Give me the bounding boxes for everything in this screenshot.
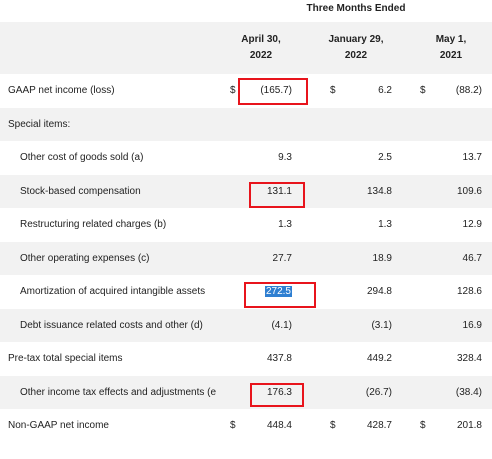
row-label: Restructuring related charges (b) xyxy=(20,219,167,231)
highlight-box-sbc-april xyxy=(249,182,305,208)
cell-january-2022[interactable]: (3.1) xyxy=(371,319,392,331)
financial-table: April 30, 2022 January 29, 2022 May 1, 2021… xyxy=(0,22,492,443)
table-row-tax-effects: Other income tax effects and adjustments… xyxy=(0,375,492,409)
row-label: Other cost of goods sold (a) xyxy=(20,152,144,164)
table-row-gaap-net-income: GAAP net income (loss) $ (165.7) $ 6.2 $… xyxy=(0,74,492,108)
cell-may-2021[interactable]: 328.4 xyxy=(456,353,482,365)
row-label: Amortization of acquired intangible asse… xyxy=(20,286,206,298)
currency-symbol: $ xyxy=(230,85,236,97)
cell-april-2022[interactable]: $ 448.4 xyxy=(230,420,292,432)
cell-april-2022[interactable]: 272.5 xyxy=(230,275,292,309)
cell-may-2021[interactable]: (38.4) xyxy=(455,386,482,398)
column-header-row: April 30, 2022 January 29, 2022 May 1, 2021 xyxy=(0,22,492,74)
cell-april-2022[interactable]: 27.7 xyxy=(272,252,292,264)
row-label: Stock-based compensation xyxy=(20,185,141,197)
period-header: Three Months Ended xyxy=(306,3,406,14)
cell-january-2022[interactable]: 449.2 xyxy=(366,353,392,365)
currency-symbol: $ xyxy=(230,420,236,432)
currency-symbol: $ xyxy=(330,85,336,97)
cell-april-2022[interactable]: 176.3 xyxy=(266,386,292,398)
row-label: Debt issuance related costs and other (d… xyxy=(20,319,203,331)
cell-april-2022[interactable]: 437.8 xyxy=(266,353,292,365)
currency-symbol: $ xyxy=(420,85,426,97)
cell-may-2021[interactable]: 128.6 xyxy=(456,286,482,298)
cell-january-2022[interactable]: (26.7) xyxy=(365,386,392,398)
table-row-non-gaap-net-income: Non-GAAP net income $ 448.4 $ 428.7 $ 20… xyxy=(0,409,492,443)
column-header-may-2021: May 1, 2021 xyxy=(435,34,467,61)
column-header-january-2022: January 29, 2022 xyxy=(328,34,384,61)
cell-april-2022[interactable]: 131.1 xyxy=(266,185,292,197)
cell-april-2022[interactable]: 9.3 xyxy=(278,152,292,164)
currency-symbol: $ xyxy=(420,420,426,432)
cell-april-2022[interactable]: $ (165.7) xyxy=(230,85,292,97)
table-row-special-items: Special items: xyxy=(0,107,492,141)
selected-cell-text[interactable]: 272.5 xyxy=(264,286,292,298)
table-row-restructuring: Restructuring related charges (b) 1.3 1.… xyxy=(0,208,492,242)
table-row-pretax-total: Pre-tax total special items 437.8 449.2 … xyxy=(0,342,492,376)
cell-january-2022[interactable]: 18.9 xyxy=(372,252,392,264)
highlight-box-tax-effects-april xyxy=(250,383,304,407)
highlight-box-gaap-april xyxy=(238,78,308,105)
cell-may-2021[interactable]: 109.6 xyxy=(456,185,482,197)
cell-april-2022[interactable]: 1.3 xyxy=(278,219,292,231)
currency-symbol: $ xyxy=(330,420,336,432)
highlight-box-amortization-april xyxy=(244,282,316,308)
cell-january-2022[interactable]: $ 428.7 xyxy=(330,420,392,432)
cell-january-2022[interactable]: 134.8 xyxy=(366,185,392,197)
cell-january-2022[interactable]: 2.5 xyxy=(378,152,392,164)
row-label: Other operating expenses (c) xyxy=(20,252,150,264)
table-row-other-operating-expenses: Other operating expenses (c) 27.7 18.9 4… xyxy=(0,241,492,275)
cell-january-2022[interactable]: $ 6.2 xyxy=(330,85,392,97)
table-row-amortization: Amortization of acquired intangible asse… xyxy=(0,275,492,309)
row-label: GAAP net income (loss) xyxy=(8,85,115,97)
table-row-stock-based-compensation: Stock-based compensation 131.1 134.8 109… xyxy=(0,174,492,208)
column-header-april-2022: April 30, 2022 xyxy=(241,34,281,61)
cell-may-2021[interactable]: 46.7 xyxy=(462,252,482,264)
row-label: Special items: xyxy=(8,118,71,130)
row-label: Pre-tax total special items xyxy=(8,353,123,365)
table-row-other-cogs: Other cost of goods sold (a) 9.3 2.5 13.… xyxy=(0,141,492,175)
row-label: Other income tax effects and adjustments… xyxy=(20,386,217,398)
cell-may-2021[interactable]: 13.7 xyxy=(462,152,482,164)
cell-january-2022[interactable]: 1.3 xyxy=(378,219,392,231)
table-row-debt-issuance: Debt issuance related costs and other (d… xyxy=(0,308,492,342)
cell-may-2021[interactable]: 16.9 xyxy=(462,319,482,331)
cell-january-2022[interactable]: 294.8 xyxy=(366,286,392,298)
cell-may-2021[interactable]: $ (88.2) xyxy=(420,85,482,97)
cell-april-2022[interactable]: (4.1) xyxy=(271,319,292,331)
page-header: Three Months Ended xyxy=(0,0,492,22)
row-label: Non-GAAP net income xyxy=(8,420,109,432)
cell-may-2021[interactable]: 12.9 xyxy=(462,219,482,231)
cell-may-2021[interactable]: $ 201.8 xyxy=(420,420,482,432)
